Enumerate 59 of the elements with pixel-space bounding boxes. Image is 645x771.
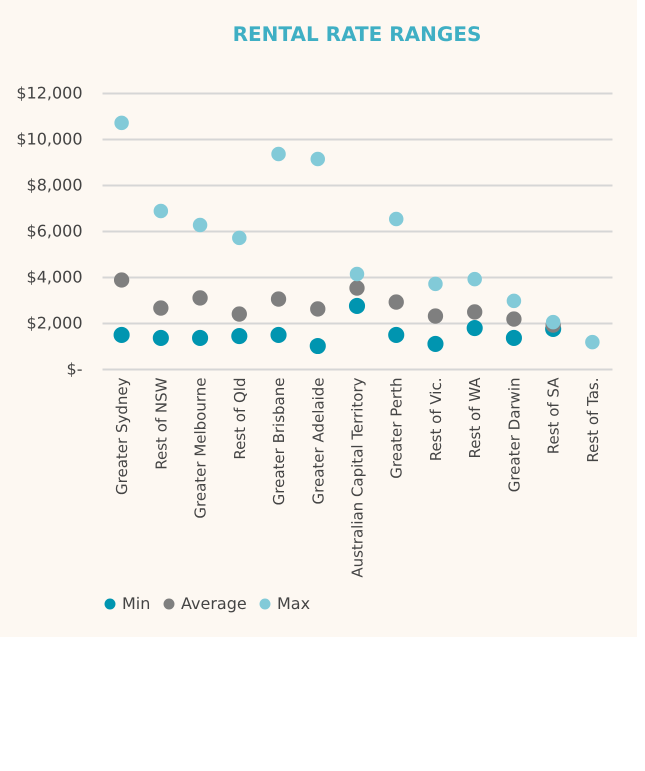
point (506, 330, 522, 346)
x-tick-label: Rest of Qld (230, 378, 249, 460)
x-tick-label: Greater Perth (388, 378, 406, 479)
point (349, 280, 365, 296)
point (466, 320, 483, 336)
point (114, 272, 130, 288)
x-tick-label: Greater Darwin (505, 378, 524, 492)
point (154, 204, 168, 218)
point (192, 290, 208, 306)
x-tick-label: Greater Sydney (113, 377, 132, 495)
y-tick-label: $2,000 (26, 314, 82, 332)
x-tick-label: Greater Adelaide (309, 378, 328, 504)
point (467, 272, 482, 286)
point (192, 218, 208, 232)
point (546, 314, 560, 330)
point (428, 276, 443, 292)
point (152, 330, 169, 346)
x-tick-label: Rest of Tas. (584, 378, 602, 463)
point (467, 304, 482, 320)
x-tick-label: Greater Brisbane (270, 378, 288, 506)
chart-title: RENTAL RATE RANGES (232, 22, 482, 46)
y-tick-label: $- (66, 360, 82, 378)
point (506, 294, 522, 308)
legend-label: Min (122, 594, 150, 613)
point (310, 152, 326, 166)
x-tick-label: Greater Melbourne (192, 378, 210, 519)
y-tick-label: $6,000 (26, 222, 82, 240)
point (310, 301, 326, 317)
point (585, 334, 600, 350)
x-tick-label: Australian Capital Territory (348, 377, 366, 578)
point (506, 311, 522, 327)
y-tick-label: $8,000 (26, 176, 82, 194)
point (348, 298, 366, 314)
y-tick-label: $4,000 (26, 268, 82, 286)
point (271, 146, 286, 162)
point (270, 326, 287, 344)
point (232, 306, 247, 322)
y-tick-label: $10,000 (16, 130, 82, 148)
point (231, 328, 248, 344)
point (232, 230, 247, 246)
point (153, 300, 169, 316)
x-tick-label: Rest of SA (544, 376, 563, 454)
point (192, 330, 208, 346)
point (350, 266, 364, 282)
point (388, 212, 404, 226)
x-tick-label: Rest of NSW (152, 377, 170, 470)
point (114, 326, 130, 344)
point (428, 308, 444, 324)
point (270, 291, 286, 307)
legend-label: Average (181, 594, 247, 613)
y-tick-label: $12,000 (16, 84, 82, 102)
point (114, 116, 129, 130)
point (427, 336, 444, 352)
point (388, 294, 404, 310)
point (388, 326, 404, 344)
point (310, 338, 326, 354)
legend-label: Max (277, 594, 310, 613)
x-tick-label: Rest of WA (466, 376, 484, 458)
x-tick-label: Rest of Vic. (426, 378, 445, 462)
